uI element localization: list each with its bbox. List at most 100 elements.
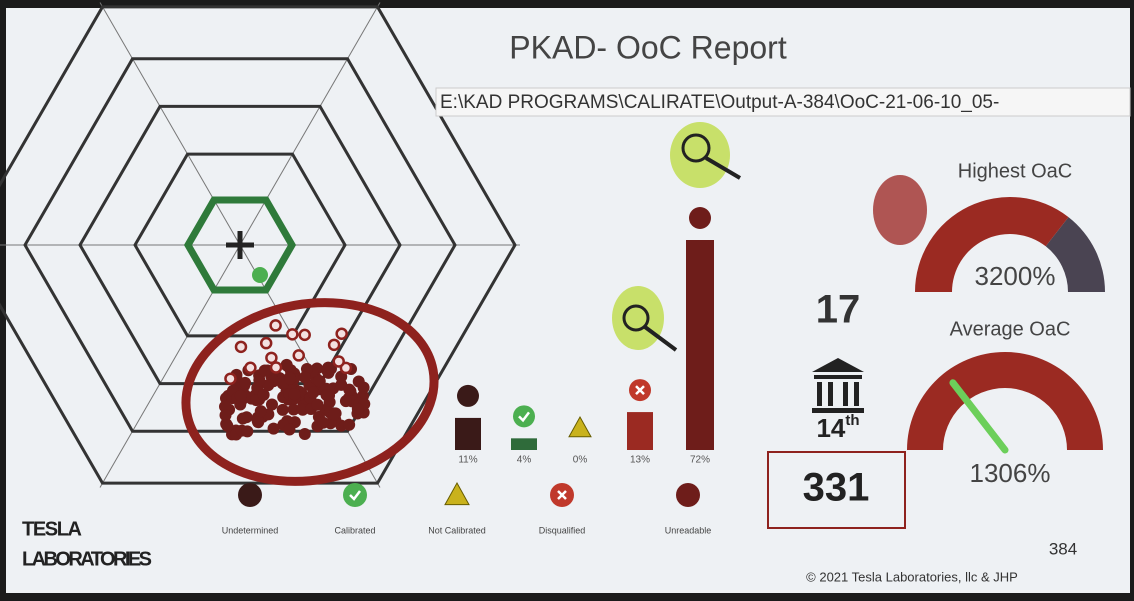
radar-spoke (99, 2, 241, 246)
scatter-point (234, 389, 247, 402)
gauge-track (907, 352, 1103, 450)
scatter-point (343, 383, 356, 396)
scatter-point (276, 403, 289, 416)
scatter-point (335, 327, 348, 340)
total: 331 (803, 466, 870, 510)
target-check (252, 267, 268, 283)
bar-chart: 11% 4% 0% 13% 72% (455, 207, 714, 466)
x-mark (635, 385, 645, 395)
highlight-ellipse (181, 298, 439, 486)
bar (455, 417, 481, 450)
scatter-point (280, 358, 293, 371)
warning-icon (568, 415, 592, 438)
scatter-point (221, 419, 234, 432)
bar-value-label: 72% (690, 455, 710, 466)
gauge-fill (915, 197, 1069, 292)
legend: Undetermined Calibrated Not Calibrated Disq… (222, 481, 712, 535)
status-icon (676, 483, 700, 507)
title: PKAD- OoC Report (509, 29, 787, 65)
magnifier-icon (612, 286, 678, 352)
legend-label: Not Calibrated (428, 525, 486, 535)
scatter-point (251, 414, 264, 427)
radar-ring (23, 57, 457, 433)
gauges: Highest OaC 3200% Average OaC 1306% (907, 160, 1105, 488)
scatter-point (239, 376, 252, 389)
scatter-point (244, 361, 257, 375)
scatter-point (254, 405, 267, 418)
total-box (767, 451, 906, 529)
scatter-point (298, 428, 311, 441)
scatter-point (267, 422, 280, 435)
scatter-point (241, 425, 254, 438)
scatter-point (265, 398, 278, 411)
rank-number: 14 (816, 413, 845, 443)
scatter-point (283, 423, 296, 436)
bar-value-label: 11% (458, 455, 477, 466)
magnifier-icon (670, 122, 742, 188)
scatter-point (298, 328, 311, 342)
scatter-point (298, 371, 311, 384)
scatter-point (234, 340, 248, 354)
gauge-title: Average OaC (950, 318, 1071, 340)
scatter-point (236, 412, 249, 425)
scatter-point (332, 355, 345, 368)
copyright: © 2021 Tesla Laboratories, llc & JHP (806, 569, 1018, 584)
scatter-point (253, 374, 266, 387)
scatter-point (259, 336, 273, 350)
legend-label: Undetermined (222, 525, 279, 535)
scatter-point (328, 408, 341, 421)
fingerprint-icon (873, 175, 927, 245)
scatter-points (219, 319, 371, 441)
scatter-point (265, 351, 278, 365)
warning-icon (444, 481, 470, 506)
scatter-point (313, 374, 326, 387)
scatter-point (284, 372, 297, 385)
path-text: E:\KAD PROGRAMS\CALIRATE\Output-A-384\Oo… (440, 92, 999, 113)
scatter-point (258, 364, 271, 377)
scatter-point (324, 362, 337, 375)
gauge-track (1045, 217, 1105, 292)
gauge-value: 1306% (970, 458, 1051, 488)
scatter-point (287, 403, 300, 416)
rank-place: 14th (816, 412, 859, 443)
status-icon (343, 483, 367, 507)
rank-count: 17 (816, 288, 861, 332)
status-icon (238, 483, 262, 507)
legend-label: Unreadable (665, 525, 712, 535)
legend-label: Calibrated (334, 525, 375, 535)
scatter-point (311, 398, 324, 411)
radar-spoke (239, 2, 381, 246)
status-icon (689, 207, 711, 229)
logo-bottom: LABORATORIES (22, 548, 152, 570)
bar (627, 412, 653, 450)
x-mark (557, 490, 567, 500)
radar-ring (0, 5, 517, 485)
scatter-point (219, 409, 232, 422)
gauge-needle (949, 379, 1009, 454)
logo-top: TESLA (22, 518, 82, 540)
target-cross (226, 231, 254, 259)
scatter-point (327, 338, 341, 352)
bar (511, 438, 537, 450)
target-ring (183, 196, 297, 294)
status-icon (513, 405, 535, 428)
scatter-point (219, 400, 232, 413)
check-mark (349, 490, 361, 501)
scatter-point (269, 319, 282, 332)
gauge-title: Highest OaC (958, 160, 1073, 182)
legend-label: Disqualified (539, 525, 586, 535)
scatter-point (224, 372, 237, 385)
scatter-point (339, 395, 352, 408)
path-box (435, 87, 1131, 117)
bar (686, 240, 714, 450)
scatter-point (320, 389, 333, 402)
check-mark (518, 411, 530, 423)
status-icon (457, 384, 479, 407)
scatter-point (307, 386, 320, 399)
bar-value-label: 4% (517, 455, 532, 466)
scatter-point (292, 349, 305, 362)
bar-value-label: 0% (573, 455, 588, 466)
radar-spoke (99, 244, 241, 488)
scatter-point (269, 361, 283, 374)
